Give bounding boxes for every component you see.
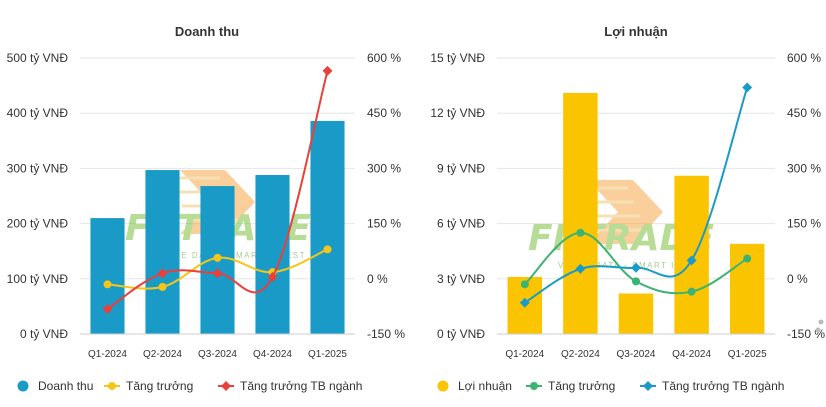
bar-q4-2024 (255, 175, 290, 334)
line-point-marker (212, 268, 223, 279)
x-tick-label: Q1-2024 (505, 349, 544, 360)
line-point-marker (158, 282, 167, 291)
y-left-tick-label: 12 tỷ VNĐ (430, 106, 485, 120)
line-point-marker (157, 268, 168, 279)
x-tick-label: Q2-2024 (561, 349, 600, 360)
x-tick-label: Q1-2025 (728, 349, 767, 360)
y-left-tick-label: 3 tỷ VNĐ (437, 272, 485, 286)
y-left-tick-label: 15 tỷ VNĐ (430, 51, 485, 65)
legend-label: Tăng trưởng (548, 379, 615, 393)
y-right-tick-label: 600 % (367, 51, 401, 65)
line-point-marker (575, 263, 586, 274)
watermark-tagline: VALUE DATA - SMART INVEST (558, 261, 709, 270)
line-point-marker (213, 253, 222, 262)
x-tick-label: Q1-2025 (308, 349, 347, 360)
line-point-marker (576, 228, 585, 237)
bar-q1-2024 (90, 218, 125, 334)
line-point-marker (519, 297, 530, 308)
y-right-tick-label: 150 % (787, 217, 821, 231)
line-point-marker (686, 255, 697, 266)
y-right-tick-label: 600 % (787, 51, 821, 65)
line-point-marker (687, 287, 696, 296)
x-tick-label: Q2-2024 (143, 349, 182, 360)
legend-label: Tăng trưởng TB ngành (662, 379, 784, 393)
bar-q3-2024 (618, 293, 654, 334)
y-right-tick-label: 0 % (787, 272, 808, 286)
line-series-path (524, 87, 749, 304)
line-series-path (106, 70, 329, 310)
chart-title: Doanh thu (175, 24, 239, 39)
y-left-tick-label: 300 tỷ VNĐ (7, 161, 69, 175)
y-right-tick-label: 300 % (787, 161, 821, 175)
y-right-tick-label: -150 % (367, 327, 405, 341)
scroll-dot (818, 319, 824, 325)
bar-q2-2024 (563, 92, 598, 335)
bar-q2-2024 (145, 170, 180, 334)
legend-label: Lợi nhuận (458, 379, 512, 393)
y-right-tick-label: 150 % (367, 217, 401, 231)
line-point-marker (322, 65, 333, 76)
line-point-marker (520, 280, 529, 289)
y-right-tick-label: 300 % (367, 161, 401, 175)
revenue-chart: Doanh thu 0 tỷ VNĐ -150 % 100 tỷ VNĐ 0 % 200 … (7, 24, 406, 393)
legend-marker[interactable] (530, 382, 538, 390)
x-tick-label: Q4-2024 (672, 349, 711, 360)
y-left-tick-label: 200 tỷ VNĐ (7, 217, 69, 231)
line-point-marker (632, 277, 640, 286)
line-point-marker (103, 280, 112, 289)
legend-marker[interactable] (221, 381, 231, 391)
y-left-tick-label: 100 tỷ VNĐ (7, 272, 69, 286)
line-point-marker (267, 272, 278, 282)
y-left-tick-label: 500 tỷ VNĐ (7, 51, 69, 65)
y-right-tick-label: 450 % (367, 106, 401, 120)
y-left-tick-label: 6 tỷ VNĐ (437, 217, 485, 231)
y-right-tick-label: 0 % (367, 272, 388, 286)
y-right-tick-label: 450 % (787, 106, 821, 120)
line-point-marker (323, 245, 332, 254)
scroll-dot (815, 327, 821, 333)
x-tick-label: Q3-2024 (198, 349, 237, 360)
line-point-marker (631, 262, 641, 273)
y-left-tick-label: 0 tỷ VNĐ (437, 327, 485, 341)
legend-marker[interactable] (643, 381, 653, 391)
legend-marker[interactable] (108, 382, 116, 390)
bar-q1-2025 (310, 120, 345, 334)
y-left-tick-label: 0 tỷ VNĐ (20, 327, 68, 341)
watermark-arrow-icon (588, 180, 663, 244)
y-left-tick-label: 9 tỷ VNĐ (437, 161, 485, 175)
x-tick-label: Q3-2024 (617, 349, 656, 360)
bar-q4-2024 (674, 175, 709, 334)
line-point-marker (743, 254, 752, 263)
y-left-tick-label: 400 tỷ VNĐ (7, 106, 69, 120)
legend-label: Tăng trưởng TB ngành (240, 379, 362, 393)
legend-marker[interactable] (437, 380, 449, 392)
legend-marker[interactable] (17, 380, 29, 392)
chart-title: Lợi nhuận (604, 24, 667, 39)
legend-label: Tăng trưởng (126, 379, 193, 393)
legend-label: Doanh thu (38, 379, 93, 393)
x-tick-label: Q1-2024 (88, 349, 127, 360)
line-point-marker (742, 82, 753, 93)
x-tick-label: Q4-2024 (253, 349, 292, 360)
